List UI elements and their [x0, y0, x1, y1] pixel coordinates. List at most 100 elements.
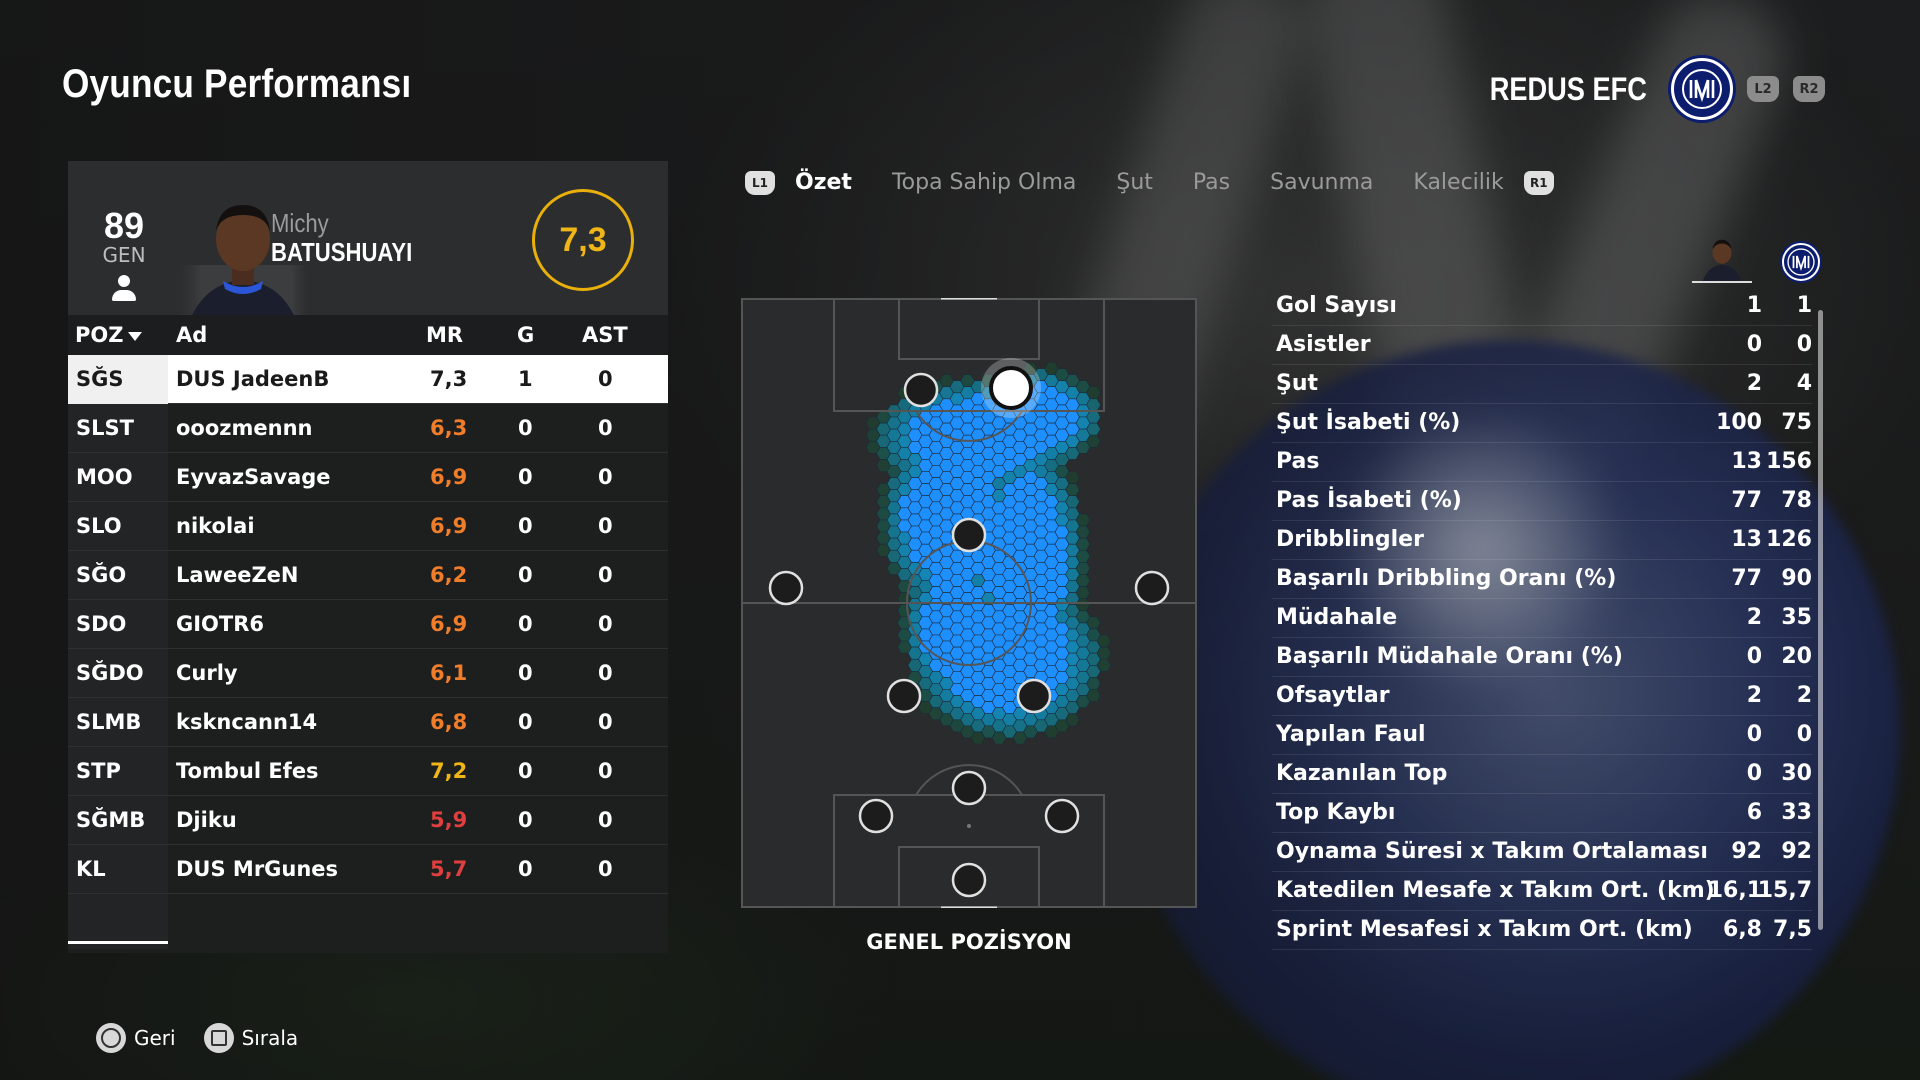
row-goals: 0 — [518, 416, 533, 440]
stat-player-value: 13 — [1731, 527, 1762, 552]
row-rating: 6,3 — [430, 416, 468, 440]
back-button[interactable]: Geri — [96, 1023, 176, 1053]
stat-row: Şut 2 4 — [1272, 365, 1812, 404]
stat-label: Asistler — [1276, 332, 1371, 357]
page-title: Oyuncu Performansı — [62, 62, 412, 106]
stat-label: Oynama Süresi x Takım Ortalaması — [1276, 839, 1708, 864]
header-assists[interactable]: AST — [582, 323, 628, 347]
row-assists: 0 — [598, 465, 613, 489]
tab-2[interactable]: Şut — [1116, 170, 1153, 195]
row-rating: 5,9 — [430, 808, 468, 832]
overall-rating: 89 GEN — [92, 207, 156, 303]
row-position: SĞMB — [76, 808, 146, 832]
stat-player-value: 92 — [1731, 839, 1762, 864]
r1-button[interactable]: R1 — [1523, 170, 1554, 195]
row-position: SĞS — [76, 367, 124, 391]
table-row[interactable]: KL DUS MrGunes 5,7 0 0 — [68, 845, 668, 894]
list-scroll-indicator — [68, 941, 168, 944]
row-rating: 7,2 — [430, 759, 468, 783]
pitch-label: GENEL POZİSYON — [866, 930, 1072, 954]
row-rating: 6,1 — [430, 661, 468, 685]
stat-team-value: 78 — [1781, 488, 1812, 513]
row-rating: 5,7 — [430, 857, 468, 881]
row-name: Djiku — [176, 808, 237, 832]
sort-button[interactable]: Sırala — [203, 1023, 298, 1053]
stat-player-value: 2 — [1746, 683, 1762, 708]
sort-by-position[interactable]: POZ — [75, 323, 143, 347]
row-goals: 0 — [518, 661, 533, 685]
stat-team-value: 90 — [1781, 566, 1812, 591]
header-rating[interactable]: MR — [426, 323, 464, 347]
row-position: SLMB — [76, 710, 142, 734]
row-assists: 0 — [598, 563, 613, 587]
player-marker — [1134, 570, 1170, 606]
player-markers — [768, 358, 1170, 898]
table-row[interactable]: SĞDO Curly 6,1 0 0 — [68, 649, 668, 698]
table-row[interactable]: SLST ooozmennn 6,3 0 0 — [68, 404, 668, 453]
table-row[interactable]: SLMB kskncann14 6,8 0 0 — [68, 698, 668, 747]
stat-label: Yapılan Faul — [1276, 722, 1426, 747]
stat-team-value: 92 — [1781, 839, 1812, 864]
player-panel: 89 GEN Michy BATUSHUAYI 7,3 — [68, 161, 668, 953]
stat-row: Katedilen Mesafe x Takım Ort. (km) 16,1 15… — [1272, 872, 1812, 911]
position-column-bg — [68, 355, 168, 949]
l1-button[interactable]: L1 — [745, 170, 775, 195]
stat-player-value: 0 — [1746, 644, 1762, 669]
player-marker — [951, 770, 987, 806]
stat-row: Pas 13 156 — [1272, 443, 1812, 482]
stats-scrollbar[interactable] — [1818, 310, 1823, 930]
header-name[interactable]: Ad — [176, 323, 208, 347]
stat-tabs: L1 Özet Topa Sahip Olma Şut Pas Savunma Kalec… — [745, 170, 1554, 195]
stat-player-value: 0 — [1746, 332, 1762, 357]
table-row[interactable]: SLO nikolai 6,9 0 0 — [68, 502, 668, 551]
table-row[interactable]: SĞMB Djiku 5,9 0 0 — [68, 796, 668, 845]
row-rating: 7,3 — [430, 367, 468, 391]
row-goals: 0 — [518, 465, 533, 489]
row-goals: 0 — [518, 514, 533, 538]
stat-label: Başarılı Dribbling Oranı (%) — [1276, 566, 1617, 591]
header-goals[interactable]: G — [517, 323, 535, 347]
stat-team-value: 126 — [1766, 527, 1812, 552]
tab-5[interactable]: Kalecilik — [1413, 170, 1504, 195]
row-name: EyvazSavage — [176, 465, 331, 489]
tab-4[interactable]: Savunma — [1270, 170, 1374, 195]
team-mini-crest-icon — [1782, 243, 1820, 281]
stat-player-value: 100 — [1716, 410, 1762, 435]
stat-row: Yapılan Faul 0 0 — [1272, 716, 1812, 755]
stat-player-value: 16,1 — [1707, 878, 1762, 903]
tab-3[interactable]: Pas — [1192, 170, 1231, 195]
row-rating: 6,9 — [430, 612, 468, 636]
row-goals: 0 — [518, 612, 533, 636]
stat-label: Şut İsabeti (%) — [1276, 410, 1461, 435]
table-row[interactable]: STP Tombul Efes 7,2 0 0 — [68, 747, 668, 796]
r2-button[interactable]: R2 — [1793, 76, 1825, 102]
stat-row: Başarılı Dribbling Oranı (%) 77 90 — [1272, 560, 1812, 599]
l2-button[interactable]: L2 — [1747, 76, 1779, 102]
row-assists: 0 — [598, 514, 613, 538]
row-assists: 0 — [598, 416, 613, 440]
row-assists: 0 — [598, 808, 613, 832]
footer: Geri Sırala — [96, 1023, 326, 1053]
overall-value: 89 — [103, 205, 145, 246]
row-goals: 1 — [518, 367, 533, 391]
stat-label: Başarılı Müdahale Oranı (%) — [1276, 644, 1623, 669]
table-row[interactable]: MOO EyvazSavage 6,9 0 0 — [68, 453, 668, 502]
table-row[interactable]: SDO GIOTR6 6,9 0 0 — [68, 600, 668, 649]
row-goals: 0 — [518, 710, 533, 734]
row-goals: 0 — [518, 563, 533, 587]
row-assists: 0 — [598, 367, 613, 391]
row-name: LaweeZeN — [176, 563, 299, 587]
row-position: STP — [76, 759, 121, 783]
stat-row: Müdahale 2 35 — [1272, 599, 1812, 638]
stat-player-value: 13 — [1731, 449, 1762, 474]
table-row[interactable]: SĞS DUS JadeenB 7,3 1 0 — [68, 355, 668, 404]
row-name: Tombul Efes — [176, 759, 319, 783]
stat-label: Kazanılan Top — [1276, 761, 1448, 786]
tab-1[interactable]: Topa Sahip Olma — [891, 170, 1077, 195]
stat-team-value: 7,5 — [1773, 917, 1812, 942]
table-row[interactable]: SĞO LaweeZeN 6,2 0 0 — [68, 551, 668, 600]
stat-player-value: 2 — [1746, 605, 1762, 630]
row-assists: 0 — [598, 661, 613, 685]
tab-0[interactable]: Özet — [795, 170, 852, 195]
player-portrait — [173, 205, 313, 315]
